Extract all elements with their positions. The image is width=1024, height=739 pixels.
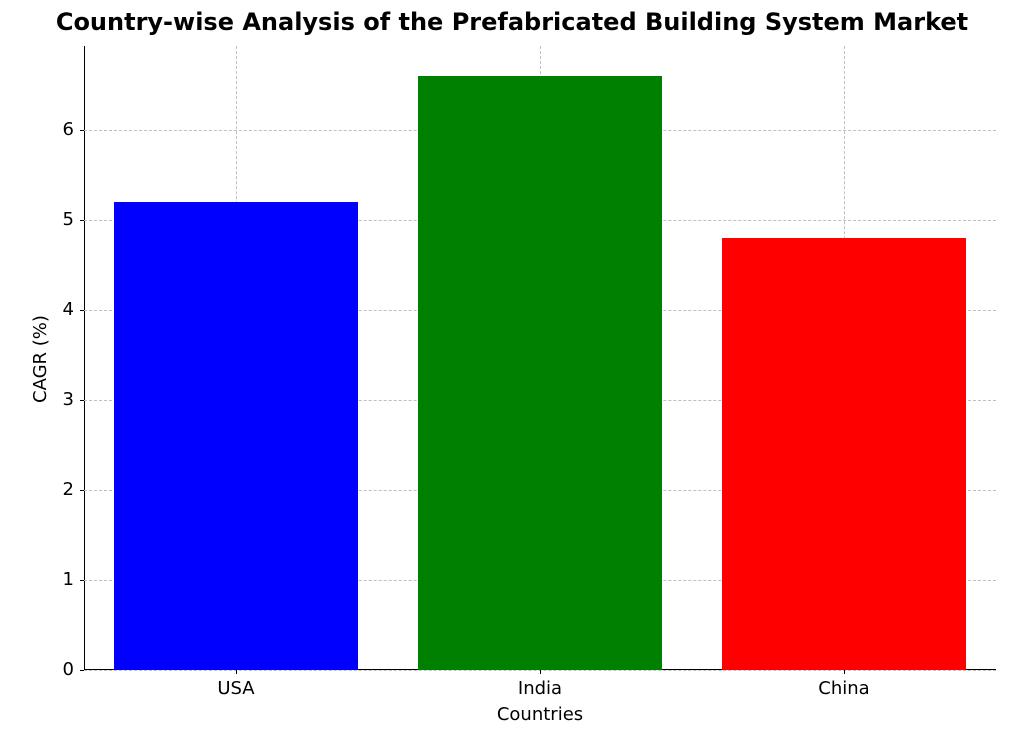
- y-tick-mark: [80, 220, 84, 221]
- bar: [722, 238, 965, 670]
- y-tick-label: 4: [63, 299, 74, 320]
- y-axis-spine: [84, 46, 85, 670]
- plot-area: [84, 46, 996, 670]
- bar: [418, 76, 661, 670]
- y-axis-label: CAGR (%): [30, 315, 51, 403]
- x-tick-label: China: [818, 678, 869, 699]
- y-tick-label: 0: [63, 659, 74, 680]
- bar: [114, 202, 357, 670]
- x-tick-mark: [236, 670, 237, 674]
- y-tick-label: 3: [63, 389, 74, 410]
- x-tick-label: USA: [217, 678, 254, 699]
- bar-chart: Country-wise Analysis of the Prefabricat…: [0, 0, 1024, 739]
- x-tick-mark: [844, 670, 845, 674]
- y-tick-label: 2: [63, 479, 74, 500]
- chart-title: Country-wise Analysis of the Prefabricat…: [0, 8, 1024, 36]
- x-tick-label: India: [518, 678, 562, 699]
- y-tick-mark: [80, 400, 84, 401]
- x-axis-label: Countries: [84, 704, 996, 725]
- y-tick-label: 5: [63, 209, 74, 230]
- y-tick-label: 1: [63, 569, 74, 590]
- x-tick-mark: [540, 670, 541, 674]
- y-tick-mark: [80, 670, 84, 671]
- y-tick-label: 6: [63, 119, 74, 140]
- y-tick-mark: [80, 490, 84, 491]
- y-tick-mark: [80, 310, 84, 311]
- y-tick-mark: [80, 580, 84, 581]
- y-tick-mark: [80, 130, 84, 131]
